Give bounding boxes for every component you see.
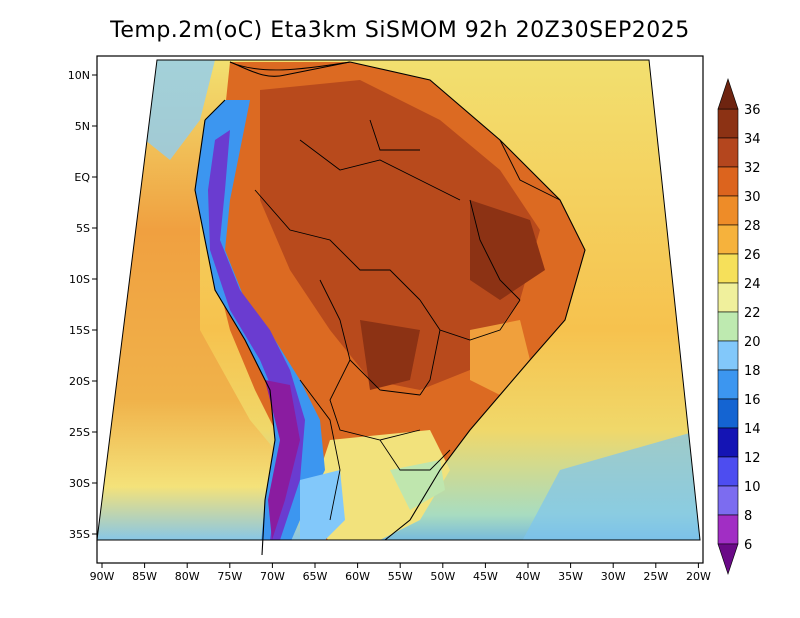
country-borders <box>229 61 561 521</box>
colorbar-label: 36 <box>744 103 761 118</box>
colorbar-label: 30 <box>744 190 761 205</box>
colorbar-label: 12 <box>744 451 761 466</box>
lon-tick-label: 70W <box>260 570 285 583</box>
colorbar-label: 34 <box>744 132 761 147</box>
lon-tick-label: 80W <box>175 570 200 583</box>
colorbar-label: 6 <box>744 538 752 553</box>
map-title: Temp.2m(oC) Eta3km SiSMOM 92h 20Z30SEP20… <box>110 18 690 43</box>
lat-tick-label: 5S <box>76 222 90 235</box>
colorbar: 36 34 32 30 28 26 24 22 20 18 16 14 12 10 8 6 <box>717 78 761 575</box>
lon-tick-label: 40W <box>516 570 541 583</box>
lon-tick-label: 90W <box>90 570 115 583</box>
lat-tick-label: 10N <box>68 69 90 82</box>
lat-tick-label: 20S <box>69 375 90 388</box>
longitude-axis: 90W 85W 80W 75W 70W 65W 60W 55W 50W 45W 40W 35W 30W 2… <box>90 563 711 583</box>
lat-tick-label: 5N <box>75 120 90 133</box>
colorbar-swatch <box>717 195 739 226</box>
lon-tick-label: 30W <box>601 570 626 583</box>
lon-tick-label: 65W <box>303 570 328 583</box>
lon-tick-label: 75W <box>217 570 242 583</box>
colorbar-label: 16 <box>744 393 761 408</box>
colorbar-min-triangle <box>717 543 739 575</box>
colorbar-swatch <box>717 137 739 168</box>
lon-tick-label: 60W <box>345 570 370 583</box>
lat-tick-label: 10S <box>69 273 90 286</box>
lon-tick-label: 45W <box>473 570 498 583</box>
colorbar-swatch <box>717 311 739 342</box>
coastline <box>194 61 586 556</box>
colorbar-label: 28 <box>744 219 761 234</box>
lat-tick-label: 35S <box>69 528 90 541</box>
latitude-axis: 10N 5N EQ 5S 10S 15S 20S 25S 30S 35S <box>68 69 97 541</box>
lon-tick-label: 25W <box>643 570 668 583</box>
colorbar-swatch <box>717 514 739 545</box>
colorbar-label: 32 <box>744 161 761 176</box>
colorbar-swatch <box>717 166 739 197</box>
colorbar-swatch <box>717 340 739 371</box>
lat-tick-label: 25S <box>69 426 90 439</box>
colorbar-swatch <box>717 398 739 429</box>
colorbar-swatch <box>717 224 739 255</box>
colorbar-label: 26 <box>744 248 761 263</box>
colorbar-swatch <box>717 485 739 516</box>
colorbar-swatch <box>717 253 739 284</box>
lat-tick-label: 15S <box>69 324 90 337</box>
colorbar-swatch <box>717 282 739 313</box>
lat-tick-label: EQ <box>74 171 90 184</box>
lon-tick-label: 55W <box>388 570 413 583</box>
colorbar-swatch <box>717 456 739 487</box>
lon-tick-label: 85W <box>132 570 157 583</box>
lon-tick-label: 50W <box>430 570 455 583</box>
domain-outline <box>96 59 701 541</box>
colorbar-max-triangle <box>717 78 739 110</box>
colorbar-label: 18 <box>744 364 761 379</box>
colorbar-swatch <box>717 369 739 400</box>
colorbar-label: 24 <box>744 277 761 292</box>
colorbar-swatch <box>717 108 739 139</box>
colorbar-label: 22 <box>744 306 761 321</box>
temperature-field <box>97 60 700 540</box>
colorbar-label: 20 <box>744 335 761 350</box>
colorbar-label: 14 <box>744 422 761 437</box>
colorbar-label: 10 <box>744 480 761 495</box>
lon-tick-label: 35W <box>558 570 583 583</box>
colorbar-swatch <box>717 427 739 458</box>
lon-tick-label: 20W <box>686 570 711 583</box>
lat-tick-label: 30S <box>69 477 90 490</box>
colorbar-label: 8 <box>744 509 752 524</box>
